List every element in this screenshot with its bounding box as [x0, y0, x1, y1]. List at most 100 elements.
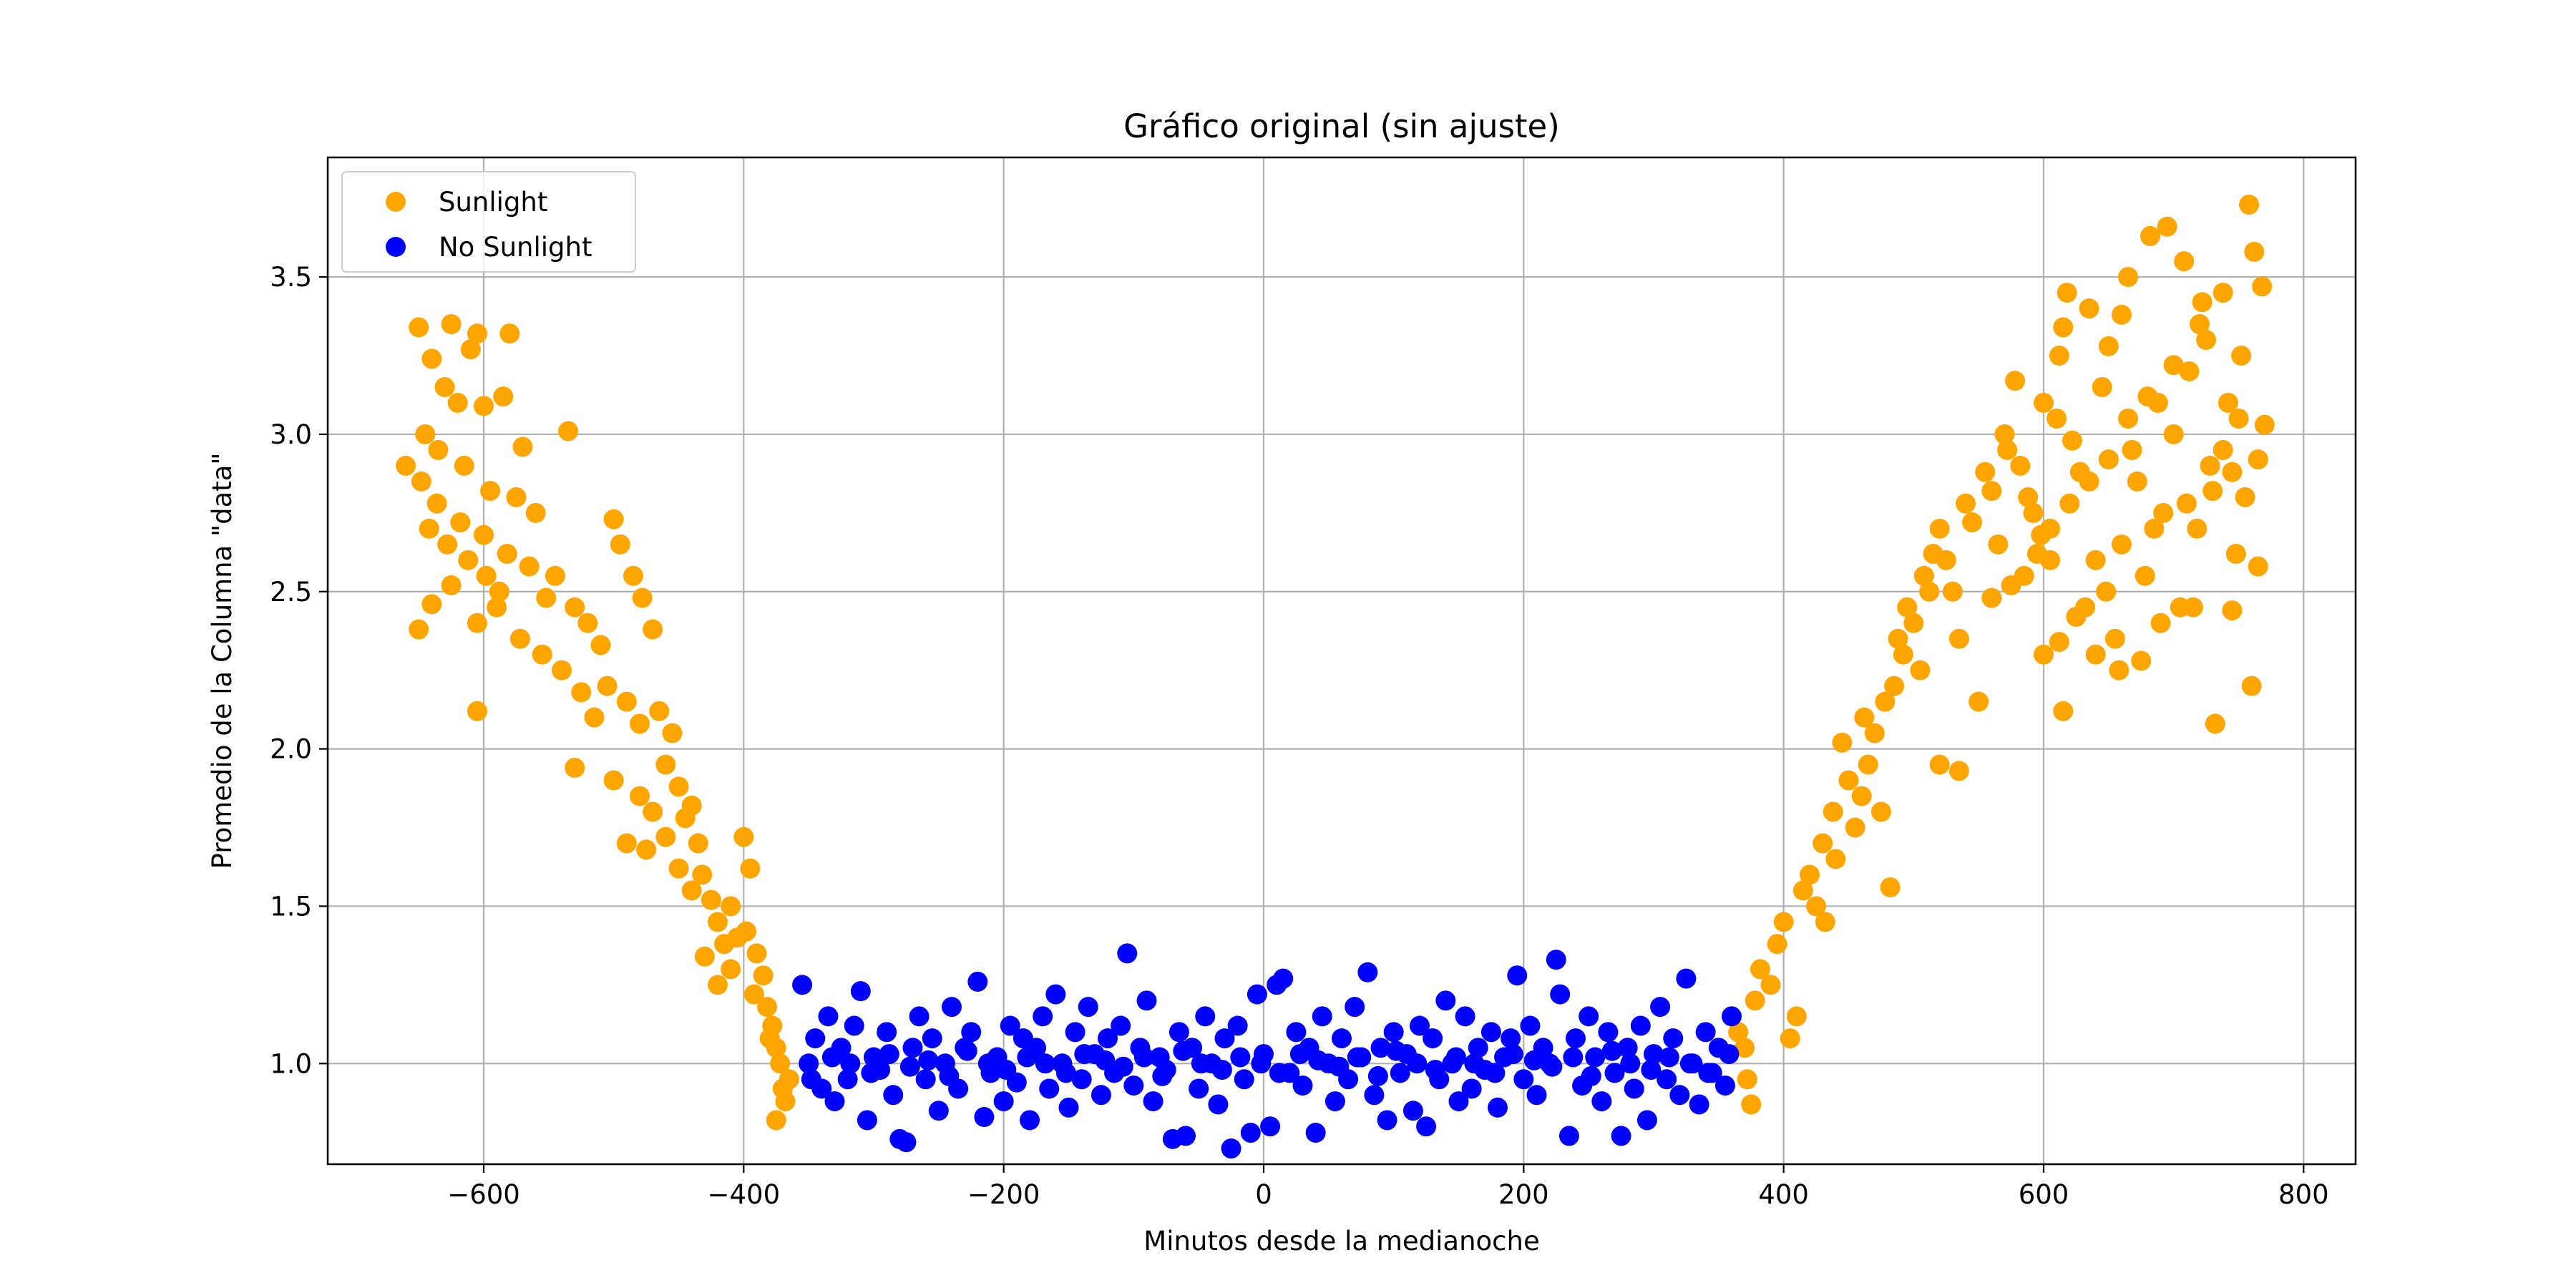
point-sunlight	[2098, 336, 2119, 356]
y-axis-label: Promedio de la Columna "data"	[207, 453, 238, 869]
point-no-sunlight	[1581, 1065, 1601, 1086]
point-sunlight	[426, 493, 447, 514]
point-sunlight	[2010, 455, 2031, 476]
point-no-sunlight	[818, 1006, 839, 1027]
point-sunlight	[519, 556, 540, 577]
point-no-sunlight	[1377, 1110, 1397, 1131]
point-no-sunlight	[1113, 1056, 1133, 1077]
point-no-sunlight	[1598, 1022, 1619, 1043]
point-no-sunlight	[1679, 1053, 1700, 1074]
point-sunlight	[480, 481, 501, 502]
point-sunlight	[1936, 550, 1956, 570]
point-no-sunlight	[961, 1022, 982, 1043]
point-sunlight	[766, 1110, 786, 1131]
point-sunlight	[441, 575, 462, 595]
point-no-sunlight	[1611, 1126, 1631, 1146]
point-sunlight	[1792, 880, 1813, 901]
point-no-sunlight	[1558, 1126, 1579, 1146]
point-no-sunlight	[1636, 1110, 1657, 1131]
point-sunlight	[460, 339, 481, 360]
point-no-sunlight	[1214, 1028, 1235, 1049]
point-no-sunlight	[1644, 1044, 1664, 1065]
point-sunlight	[2096, 581, 2117, 602]
point-sunlight	[1948, 761, 1969, 781]
point-sunlight	[1897, 597, 1918, 618]
point-sunlight	[565, 757, 585, 778]
point-no-sunlight	[1324, 1091, 1345, 1112]
point-sunlight	[2135, 565, 2155, 586]
point-no-sunlight	[1289, 1044, 1310, 1065]
point-sunlight	[2228, 408, 2249, 429]
point-sunlight	[411, 471, 431, 492]
point-no-sunlight	[1074, 1044, 1095, 1065]
point-sunlight	[1773, 912, 1794, 932]
point-sunlight	[2225, 544, 2246, 565]
point-sunlight	[753, 965, 774, 986]
point-no-sunlight	[1273, 968, 1294, 989]
point-sunlight	[487, 597, 507, 618]
point-no-sunlight	[1345, 997, 1365, 1018]
point-no-sunlight	[1488, 1097, 1508, 1118]
point-no-sunlight	[1117, 943, 1138, 964]
point-no-sunlight	[850, 981, 871, 1002]
point-no-sunlight	[1329, 1056, 1350, 1077]
point-sunlight	[775, 1091, 796, 1112]
point-sunlight	[2244, 241, 2265, 262]
point-sunlight	[1956, 493, 1976, 514]
point-sunlight	[584, 707, 605, 728]
point-no-sunlight	[1698, 1063, 1719, 1083]
point-sunlight	[1745, 990, 1765, 1011]
point-sunlight	[1994, 424, 2015, 444]
point-no-sunlight	[1550, 984, 1571, 1005]
point-sunlight	[649, 701, 670, 721]
point-no-sunlight	[1501, 1028, 1521, 1049]
point-sunlight	[1815, 912, 1835, 932]
point-sunlight	[536, 587, 557, 608]
point-sunlight	[759, 1028, 780, 1049]
point-no-sunlight	[1448, 1091, 1469, 1112]
legend-label-no-sunlight: No Sunlight	[439, 232, 592, 263]
point-sunlight	[2248, 449, 2268, 470]
point-no-sunlight	[1332, 1028, 1352, 1049]
point-no-sunlight	[1620, 1053, 1641, 1074]
point-no-sunlight	[1078, 997, 1098, 1018]
point-sunlight	[2192, 292, 2212, 313]
point-no-sunlight	[1719, 1044, 1740, 1065]
point-no-sunlight	[1123, 1075, 1144, 1096]
point-no-sunlight	[1386, 1040, 1407, 1061]
point-sunlight	[630, 713, 650, 734]
point-sunlight	[2085, 644, 2106, 665]
point-sunlight	[2014, 565, 2034, 586]
point-sunlight	[743, 984, 764, 1005]
point-no-sunlight	[1152, 1065, 1173, 1086]
point-no-sunlight	[1676, 968, 1697, 989]
point-sunlight	[558, 421, 579, 441]
x-tick-label: 800	[2278, 1179, 2329, 1210]
point-sunlight	[779, 1069, 799, 1090]
point-no-sunlight	[1039, 1078, 1060, 1099]
point-sunlight	[623, 565, 643, 586]
point-sunlight	[770, 1053, 791, 1074]
point-sunlight	[2174, 251, 2195, 272]
point-sunlight	[577, 613, 598, 633]
point-no-sunlight	[1227, 1015, 1248, 1036]
point-no-sunlight	[1211, 1060, 1232, 1080]
x-axis-label: Minutos desde la medianoche	[1143, 1226, 1539, 1257]
point-sunlight	[2066, 606, 2087, 627]
point-no-sunlight	[1445, 1047, 1466, 1068]
point-sunlight	[2131, 650, 2152, 671]
point-sunlight	[493, 386, 514, 407]
point-no-sunlight	[1542, 1056, 1563, 1077]
point-sunlight	[701, 889, 721, 910]
plot-frame	[326, 156, 2357, 1166]
point-sunlight	[2200, 455, 2220, 476]
point-sunlight	[2079, 471, 2099, 492]
point-no-sunlight	[1423, 1028, 1443, 1049]
point-sunlight	[2118, 408, 2139, 429]
point-no-sunlight	[1260, 1116, 1281, 1137]
point-sunlight	[708, 975, 728, 995]
point-sunlight	[2205, 713, 2225, 734]
point-sunlight	[610, 534, 630, 555]
point-no-sunlight	[1143, 1091, 1163, 1112]
point-no-sunlight	[861, 1063, 882, 1083]
